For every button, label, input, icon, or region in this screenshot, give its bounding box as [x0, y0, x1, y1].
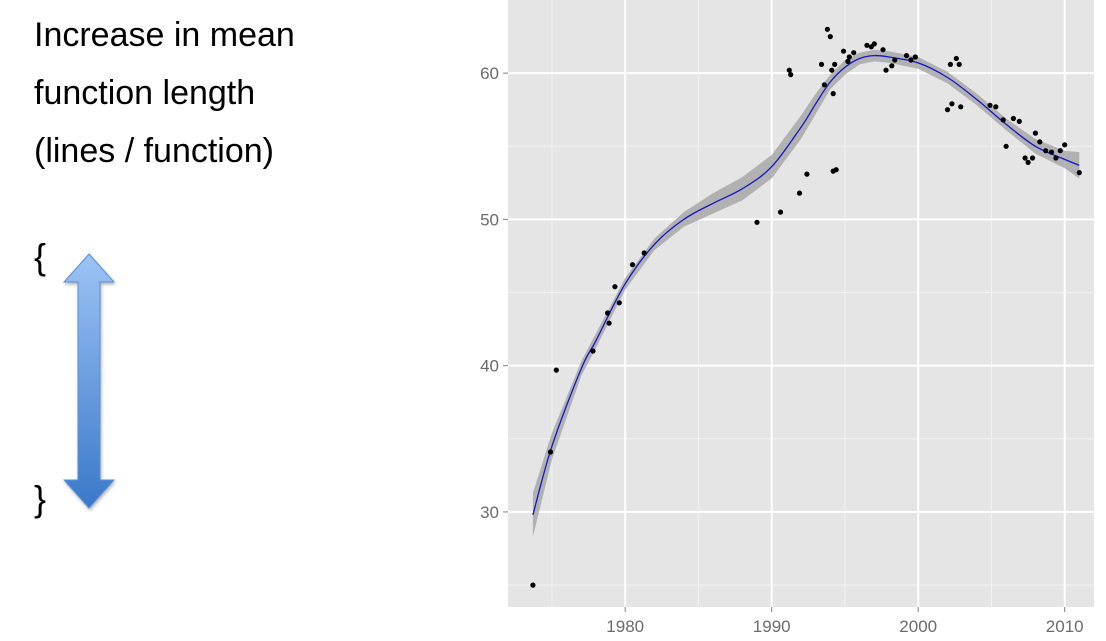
y-tick-label: 50: [480, 210, 499, 229]
title-line-3: (lines / function): [34, 132, 274, 170]
data-point: [903, 53, 910, 59]
y-tick-label: 60: [480, 64, 499, 83]
data-point: [956, 61, 962, 67]
slide-title: Increase in mean function length (lines …: [34, 6, 295, 180]
data-point: [833, 167, 839, 173]
data-point: [892, 57, 898, 63]
data-point: [958, 104, 964, 110]
grid-minor: [508, 0, 1094, 607]
data-point: [1037, 139, 1043, 145]
data-point: [1016, 118, 1022, 124]
y-tick-label: 30: [480, 503, 499, 522]
data-point: [1010, 115, 1017, 122]
data-point: [827, 34, 833, 40]
data-point: [993, 104, 999, 110]
x-tick-label: 2000: [899, 617, 937, 636]
data-point: [912, 54, 918, 60]
data-point: [754, 219, 760, 225]
data-point: [824, 26, 831, 32]
plot-background: [508, 0, 1094, 607]
double-arrow-vertical-icon: [62, 253, 116, 509]
x-tick-label: 2010: [1046, 617, 1084, 636]
data-point: [796, 190, 803, 196]
data-point: [821, 82, 828, 88]
data-point: [777, 209, 784, 215]
data-point: [1048, 149, 1055, 155]
data-point: [840, 48, 847, 54]
y-tick-label: 40: [480, 357, 499, 376]
x-axis: 1980 1990 2000 2010: [606, 607, 1084, 636]
data-point: [845, 58, 851, 64]
data-point: [1043, 148, 1049, 154]
data-point: [1053, 155, 1059, 161]
data-point: [953, 55, 959, 62]
data-point: [788, 72, 794, 78]
data-point: [1022, 155, 1028, 161]
data-point: [829, 67, 835, 73]
data-point: [1003, 143, 1009, 149]
data-point: [832, 61, 838, 67]
title-line-1: Increase in mean: [34, 16, 295, 54]
data-point: [547, 449, 554, 455]
data-point: [851, 50, 857, 56]
data-point: [606, 320, 612, 326]
data-points: [530, 26, 1082, 588]
data-point: [1062, 142, 1068, 148]
data-point: [1029, 155, 1036, 161]
close-brace: }: [34, 478, 47, 519]
data-point: [804, 171, 810, 177]
data-point: [1057, 148, 1063, 154]
data-point: [908, 57, 914, 63]
y-axis: 30 40 50 60: [480, 64, 508, 522]
data-point: [612, 284, 618, 290]
data-point: [629, 262, 636, 268]
data-point: [553, 367, 559, 373]
data-point: [949, 101, 955, 107]
data-point: [590, 348, 596, 354]
data-point: [880, 47, 886, 53]
data-point: [530, 582, 536, 588]
data-point: [883, 67, 889, 73]
x-tick-label: 1990: [753, 617, 791, 636]
data-point: [1000, 117, 1006, 123]
data-point: [605, 310, 611, 316]
data-point: [871, 41, 877, 47]
title-line-2: function length: [34, 74, 256, 112]
data-point: [889, 63, 895, 69]
data-point: [846, 54, 852, 60]
data-point: [786, 67, 792, 73]
data-point: [987, 102, 993, 108]
grid-major: [508, 0, 1094, 607]
x-tick-label: 1980: [606, 617, 644, 636]
data-point: [616, 300, 622, 306]
open-brace: {: [34, 236, 47, 277]
data-point: [830, 91, 836, 97]
smooth-line: [532, 54, 1080, 516]
data-point: [944, 107, 951, 113]
data-point: [818, 61, 825, 67]
data-point: [947, 61, 954, 67]
data-point: [864, 42, 870, 48]
data-point: [1025, 159, 1031, 165]
data-point: [1032, 130, 1038, 136]
data-point: [1076, 170, 1082, 176]
data-point: [641, 250, 647, 256]
